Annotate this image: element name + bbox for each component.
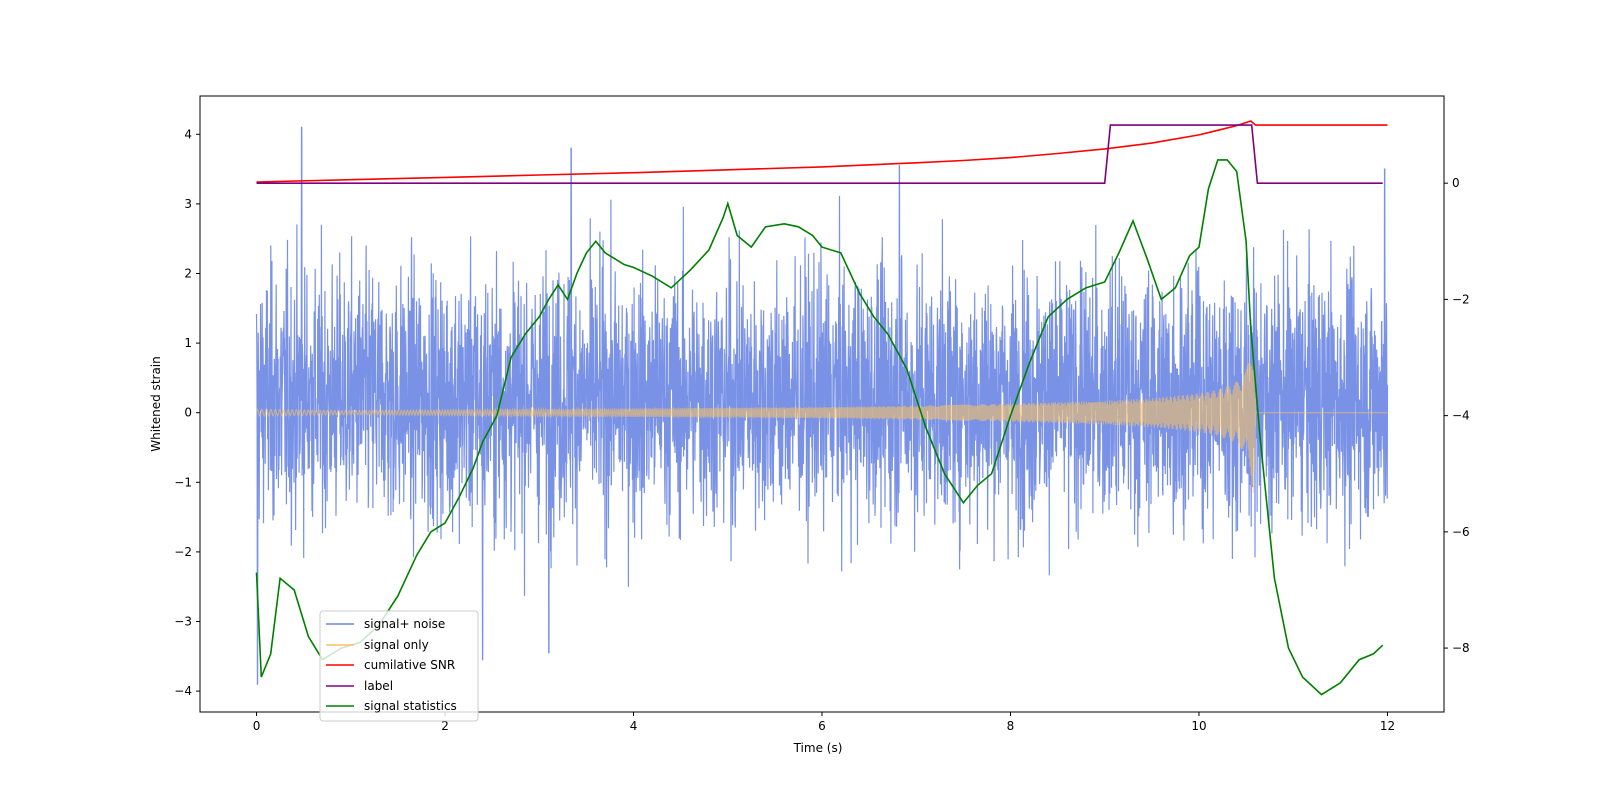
x-tick-label: 6 <box>818 719 826 733</box>
y-left-tick-label: −4 <box>174 684 192 698</box>
y-right-tick-label: −8 <box>1452 641 1470 655</box>
y-left-tick-label: −3 <box>174 615 192 629</box>
x-tick-label: 0 <box>253 719 261 733</box>
y-left-tick-label: 3 <box>184 197 192 211</box>
y-axis-label: Whitened strain <box>149 356 163 452</box>
x-tick-label: 8 <box>1007 719 1015 733</box>
y-right-tick-label: −6 <box>1452 525 1470 539</box>
series-signal-noise <box>255 126 1389 685</box>
x-tick-label: 2 <box>441 719 449 733</box>
y-right-tick-label: −4 <box>1452 409 1470 423</box>
y-left-tick-label: 0 <box>184 406 192 420</box>
x-tick-label: 10 <box>1191 719 1206 733</box>
y-left-tick-label: −2 <box>174 545 192 559</box>
series-signal-only <box>255 362 1388 493</box>
legend-box <box>319 610 479 722</box>
y-right-tick-label: 0 <box>1452 176 1460 190</box>
legend-label-signal-statistics: signal statistics <box>364 699 457 713</box>
y-right-tick-label: −2 <box>1452 292 1470 306</box>
x-axis-label: Time (s) <box>793 741 843 755</box>
legend-label-signal-noise: signal+ noise <box>364 617 445 631</box>
y-left-tick-label: 2 <box>184 266 192 280</box>
y-left-tick-label: −1 <box>174 475 192 489</box>
legend-label-signal-only: signal only <box>364 638 429 652</box>
x-tick-label: 4 <box>630 719 638 733</box>
x-tick-label: 12 <box>1380 719 1395 733</box>
series-layer <box>255 120 1389 696</box>
legend-label-cumulative-snr: cumilative SNR <box>364 658 455 672</box>
y-left-tick-label: 1 <box>184 336 192 350</box>
y-left-tick-label: 4 <box>184 127 192 141</box>
legend-label-label: label <box>364 679 393 693</box>
series-label <box>256 124 1383 184</box>
series-signal-statistics <box>255 159 1384 696</box>
legend: signal+ noise signal only cumilative SNR… <box>319 610 479 722</box>
